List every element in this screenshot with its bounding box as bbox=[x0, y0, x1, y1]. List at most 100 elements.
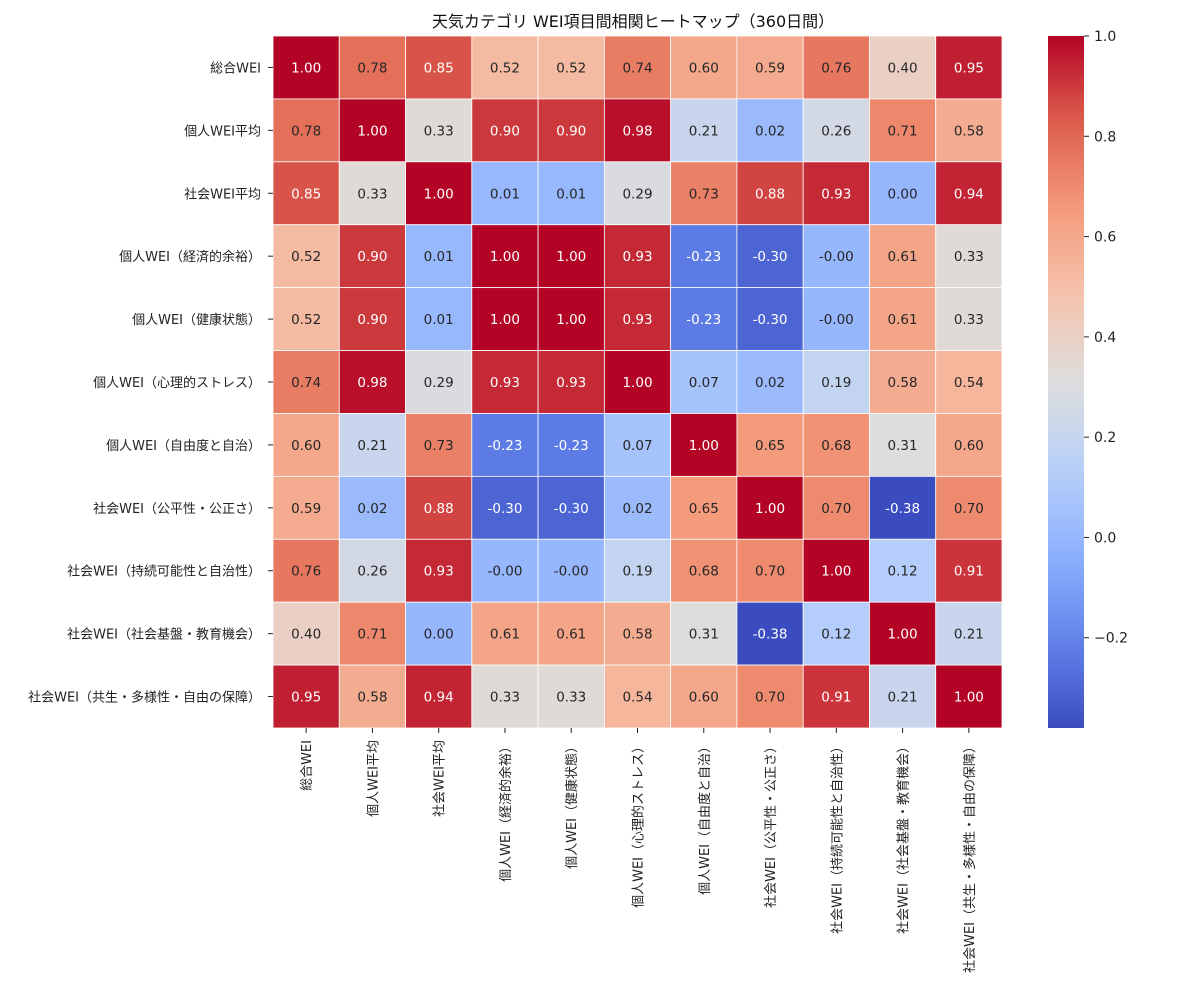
heatmap-cell bbox=[670, 475, 738, 540]
heatmap-cell bbox=[405, 601, 473, 666]
colorbar-tick-label: 0.6 bbox=[1094, 230, 1116, 246]
heatmap-cell-label: 0.40 bbox=[888, 60, 918, 76]
x-tick-label: 個人WEI（健康状態） bbox=[564, 740, 580, 869]
heatmap-cell bbox=[670, 287, 738, 351]
heatmap-cell bbox=[537, 601, 605, 666]
heatmap-cell bbox=[670, 538, 738, 603]
heatmap-cell bbox=[935, 224, 1003, 289]
heatmap-cell bbox=[935, 601, 1003, 666]
heatmap-cell bbox=[272, 35, 340, 100]
heatmap-cell-label: 0.52 bbox=[556, 60, 586, 76]
heatmap-cell bbox=[272, 538, 340, 603]
heatmap-cell bbox=[802, 287, 870, 351]
heatmap-cell bbox=[802, 601, 870, 666]
heatmap-cell-label: 0.88 bbox=[424, 501, 454, 517]
heatmap-cell bbox=[405, 161, 473, 226]
heatmap-cell-label: 0.21 bbox=[357, 438, 387, 454]
x-tick-label: 社会WEI（持続可能性と自治性） bbox=[829, 740, 845, 934]
heatmap-cell bbox=[736, 475, 804, 540]
heatmap-cell bbox=[670, 161, 738, 226]
heatmap-cell bbox=[471, 224, 539, 289]
heatmap-cell bbox=[471, 413, 539, 477]
heatmap-cell-label: 0.02 bbox=[755, 123, 785, 139]
heatmap-cell-label: 1.00 bbox=[556, 312, 586, 328]
heatmap-cell bbox=[272, 601, 340, 666]
heatmap-cell-label: 0.70 bbox=[821, 501, 851, 517]
heatmap-cell-label: 0.73 bbox=[424, 438, 454, 454]
heatmap-cell bbox=[603, 35, 672, 100]
heatmap-cell-label: 0.01 bbox=[424, 312, 454, 328]
heatmap-cell-label: 0.88 bbox=[755, 186, 785, 202]
heatmap-cell-label: 0.93 bbox=[424, 564, 454, 580]
colorbar-tick-label: 0.2 bbox=[1094, 430, 1116, 446]
heatmap-cell-label: 1.00 bbox=[291, 60, 321, 76]
colorbar-tick-label: 0.8 bbox=[1094, 129, 1116, 145]
heatmap-cell bbox=[869, 287, 937, 351]
heatmap-cell-label: 0.74 bbox=[622, 60, 652, 76]
colorbar-gradient bbox=[1048, 36, 1084, 728]
heatmap-cell-label: 0.90 bbox=[556, 123, 586, 139]
heatmap-cell bbox=[802, 413, 870, 477]
heatmap-cell-label: 0.60 bbox=[291, 438, 321, 454]
heatmap-cell-label: 0.76 bbox=[291, 564, 321, 580]
x-tick-label: 社会WEI（共生・多様性・自由の保障） bbox=[962, 740, 978, 973]
heatmap-cell bbox=[338, 413, 406, 477]
x-tick-label: 社会WEI（社会基盤・教育機会） bbox=[896, 740, 912, 934]
heatmap-cell-label: 1.00 bbox=[490, 249, 520, 265]
heatmap-cell bbox=[935, 98, 1003, 163]
heatmap-cell-label: 0.58 bbox=[357, 690, 387, 706]
heatmap-cell bbox=[272, 287, 340, 351]
heatmap-cell-label: 0.31 bbox=[689, 627, 719, 643]
heatmap-cell-label: 0.07 bbox=[622, 438, 652, 454]
heatmap-cell bbox=[272, 161, 340, 226]
heatmap-cell-label: 0.58 bbox=[954, 123, 984, 139]
heatmap-cell bbox=[736, 35, 804, 100]
heatmap-cell-label: 0.74 bbox=[291, 375, 321, 391]
heatmap-cell-label: 0.26 bbox=[357, 564, 387, 580]
heatmap-cell-label: 0.21 bbox=[888, 690, 918, 706]
heatmap-cell bbox=[603, 413, 672, 477]
heatmap-cell bbox=[471, 538, 539, 603]
heatmap-cell-label: 0.90 bbox=[490, 123, 520, 139]
heatmap-cell bbox=[338, 224, 406, 289]
heatmap-cell-label: 0.07 bbox=[689, 375, 719, 391]
heatmap-cell-label: 0.93 bbox=[821, 186, 851, 202]
heatmap-cell bbox=[935, 664, 1003, 729]
heatmap-cell bbox=[802, 664, 870, 729]
heatmap-cell-label: 0.90 bbox=[357, 312, 387, 328]
x-tick-label: 個人WEI平均 bbox=[366, 740, 381, 817]
heatmap-cell bbox=[670, 224, 738, 289]
heatmap-cell bbox=[537, 664, 605, 729]
colorbar-tick-label: −0.2 bbox=[1094, 631, 1128, 647]
heatmap-cell bbox=[802, 161, 870, 226]
heatmap-cell bbox=[802, 350, 870, 414]
y-tick-label: 総合WEI bbox=[210, 61, 261, 76]
heatmap-cell bbox=[603, 161, 672, 226]
colorbar-tick-label: 0.4 bbox=[1094, 330, 1116, 346]
heatmap-cell-label: 0.31 bbox=[888, 438, 918, 454]
heatmap-cell bbox=[670, 98, 738, 163]
y-tick-label: 社会WEI（社会基盤・教育機会） bbox=[67, 627, 261, 643]
colorbar-tick-label: 0.0 bbox=[1094, 530, 1116, 546]
heatmap-cell-label: 0.61 bbox=[888, 312, 918, 328]
x-tick-label: 総合WEI bbox=[300, 740, 315, 791]
heatmap-cell-label: 0.52 bbox=[291, 249, 321, 265]
heatmap-cell-label: -0.30 bbox=[753, 312, 788, 328]
heatmap-cell-label: 0.93 bbox=[622, 249, 652, 265]
heatmap-cell bbox=[405, 413, 473, 477]
heatmap-cell bbox=[537, 161, 605, 226]
y-tick-label: 社会WEI（公平性・公正さ） bbox=[93, 501, 261, 517]
heatmap-cell-label: 0.91 bbox=[954, 564, 984, 580]
heatmap-cell-label: 0.21 bbox=[954, 627, 984, 643]
heatmap-cell bbox=[670, 413, 738, 477]
heatmap-cell bbox=[802, 224, 870, 289]
heatmap-cell bbox=[736, 664, 804, 729]
heatmap-cell-label: -0.30 bbox=[487, 501, 522, 517]
heatmap-cell bbox=[802, 98, 870, 163]
heatmap-cell-label: 0.01 bbox=[556, 186, 586, 202]
heatmap-cell bbox=[537, 98, 605, 163]
heatmap-cell bbox=[935, 350, 1003, 414]
x-tick-label: 個人WEI（経済的余裕） bbox=[498, 740, 514, 882]
heatmap-cell-label: -0.38 bbox=[753, 627, 788, 643]
heatmap-cell bbox=[405, 287, 473, 351]
